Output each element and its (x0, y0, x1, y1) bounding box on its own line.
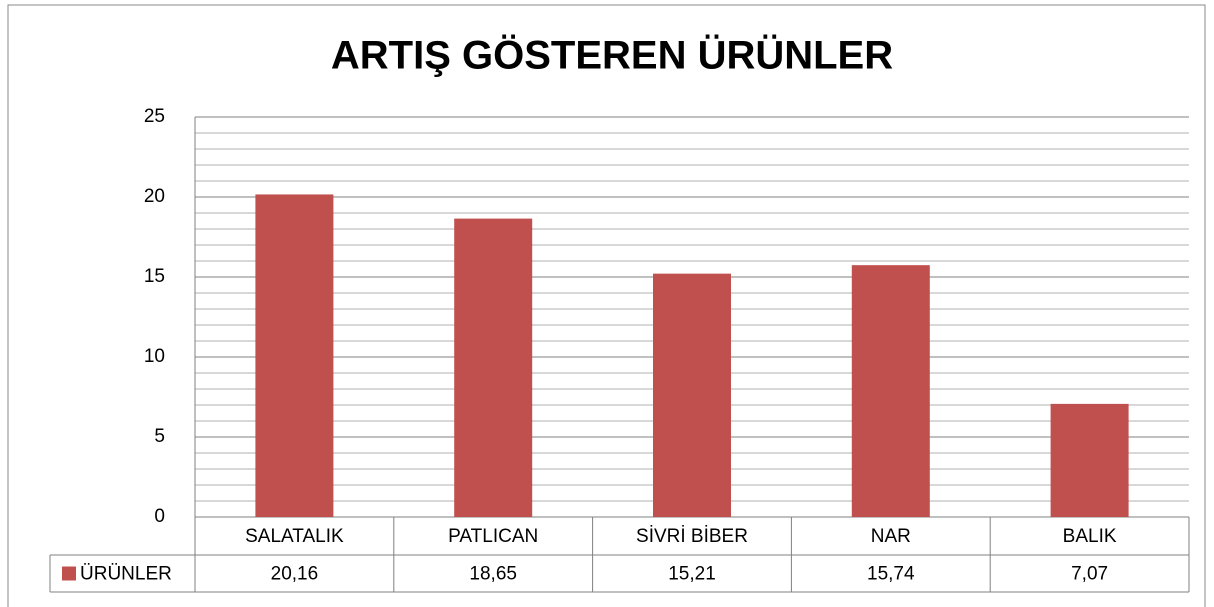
table-value: 18,65 (469, 564, 517, 585)
bar (255, 194, 334, 517)
table-value: 7,07 (1071, 564, 1108, 585)
y-tick-label: 0 (154, 506, 165, 527)
x-tick-label: BALIK (1063, 526, 1117, 547)
chart-title: ARTIŞ GÖSTEREN ÜRÜNLER (331, 33, 893, 78)
bar (454, 218, 533, 517)
legend-label: ÜRÜNLER (80, 564, 172, 585)
x-tick-label: SİVRİ BİBER (636, 526, 748, 547)
chart-border (7, 4, 1206, 607)
y-tick-label: 20 (144, 186, 165, 207)
x-tick-label: SALATALIK (245, 526, 344, 547)
y-tick-label: 5 (154, 426, 165, 447)
y-tick-label: 15 (144, 266, 165, 287)
y-tick-label: 10 (144, 346, 165, 367)
table-value: 20,16 (271, 564, 319, 585)
table-value: 15,74 (867, 564, 915, 585)
bar (653, 273, 731, 517)
table-value: 15,21 (668, 564, 716, 585)
bar (851, 265, 930, 517)
legend-swatch (62, 566, 76, 581)
x-tick-label: PATLICAN (448, 526, 538, 547)
bar (1050, 403, 1129, 517)
y-tick-label: 25 (144, 106, 165, 127)
x-tick-label: NAR (871, 526, 911, 547)
